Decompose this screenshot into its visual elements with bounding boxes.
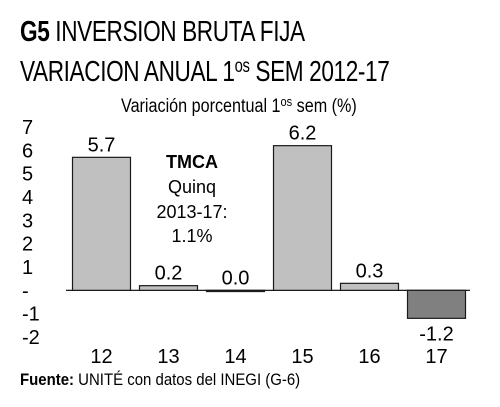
y-tick-label: 5 [22, 164, 33, 186]
x-tick-label: 16 [358, 346, 380, 368]
chart-code: G5 [20, 16, 50, 48]
data-label: 6.2 [289, 123, 317, 145]
x-tick-label: 14 [224, 346, 246, 368]
source-text: UNITÉ con datos del INEGI (G-6) [74, 370, 301, 389]
x-tick-label: 15 [291, 346, 313, 368]
y-tick-label: -1 [22, 304, 40, 326]
x-tick-label: 17 [425, 346, 447, 368]
x-tick-label: 13 [157, 346, 179, 368]
source-label: Fuente: [20, 370, 75, 389]
bar [205, 289, 266, 293]
y-tick-label: - [22, 280, 29, 302]
y-tick-label: 1 [22, 257, 33, 279]
chart-title: INVERSION BRUTA FIJA [55, 16, 305, 48]
data-label: 0.3 [356, 260, 384, 282]
bar [138, 285, 199, 291]
data-label: 0.2 [155, 263, 183, 285]
chart-title-2a: VARIACION ANUAL 1 [20, 56, 235, 88]
subtitle-sup: os [280, 94, 293, 109]
chart-title-line-2: VARIACION ANUAL 1os SEM 2012-17 [20, 52, 390, 88]
annotation-line: Quinq [168, 177, 216, 197]
x-tick-label: 12 [90, 346, 112, 368]
y-tick-label: 3 [22, 210, 33, 232]
y-tick-label: 7 [22, 117, 33, 139]
y-tick-label: -2 [22, 327, 40, 349]
bar [272, 145, 333, 291]
chart-title-2b: SEM 2012-17 [249, 56, 390, 88]
data-label: -1.2 [419, 323, 453, 345]
chart-subtitle: Variación porcentual 1os sem (%) [121, 94, 357, 118]
data-label: 5.7 [88, 134, 116, 156]
bar [71, 156, 132, 291]
subtitle-a: Variación porcentual 1 [121, 96, 281, 117]
data-label: 0.0 [222, 267, 250, 289]
source-note: Fuente: UNITÉ con datos del INEGI (G-6) [20, 370, 300, 390]
y-tick-label: 2 [22, 234, 33, 256]
annotation-line: TMCA [166, 152, 218, 172]
y-tick-label: 6 [22, 140, 33, 162]
chart-title-2sup: os [234, 56, 250, 77]
annotation-line: 2013-17: [156, 202, 227, 222]
y-tick-label: 4 [22, 187, 33, 209]
subtitle-b: sem (%) [292, 96, 357, 117]
bar [339, 282, 400, 291]
annotation-line: 1.1% [171, 226, 212, 246]
chart-title-line-1: G5 INVERSION BRUTA FIJA [20, 17, 305, 47]
bar [406, 289, 467, 319]
